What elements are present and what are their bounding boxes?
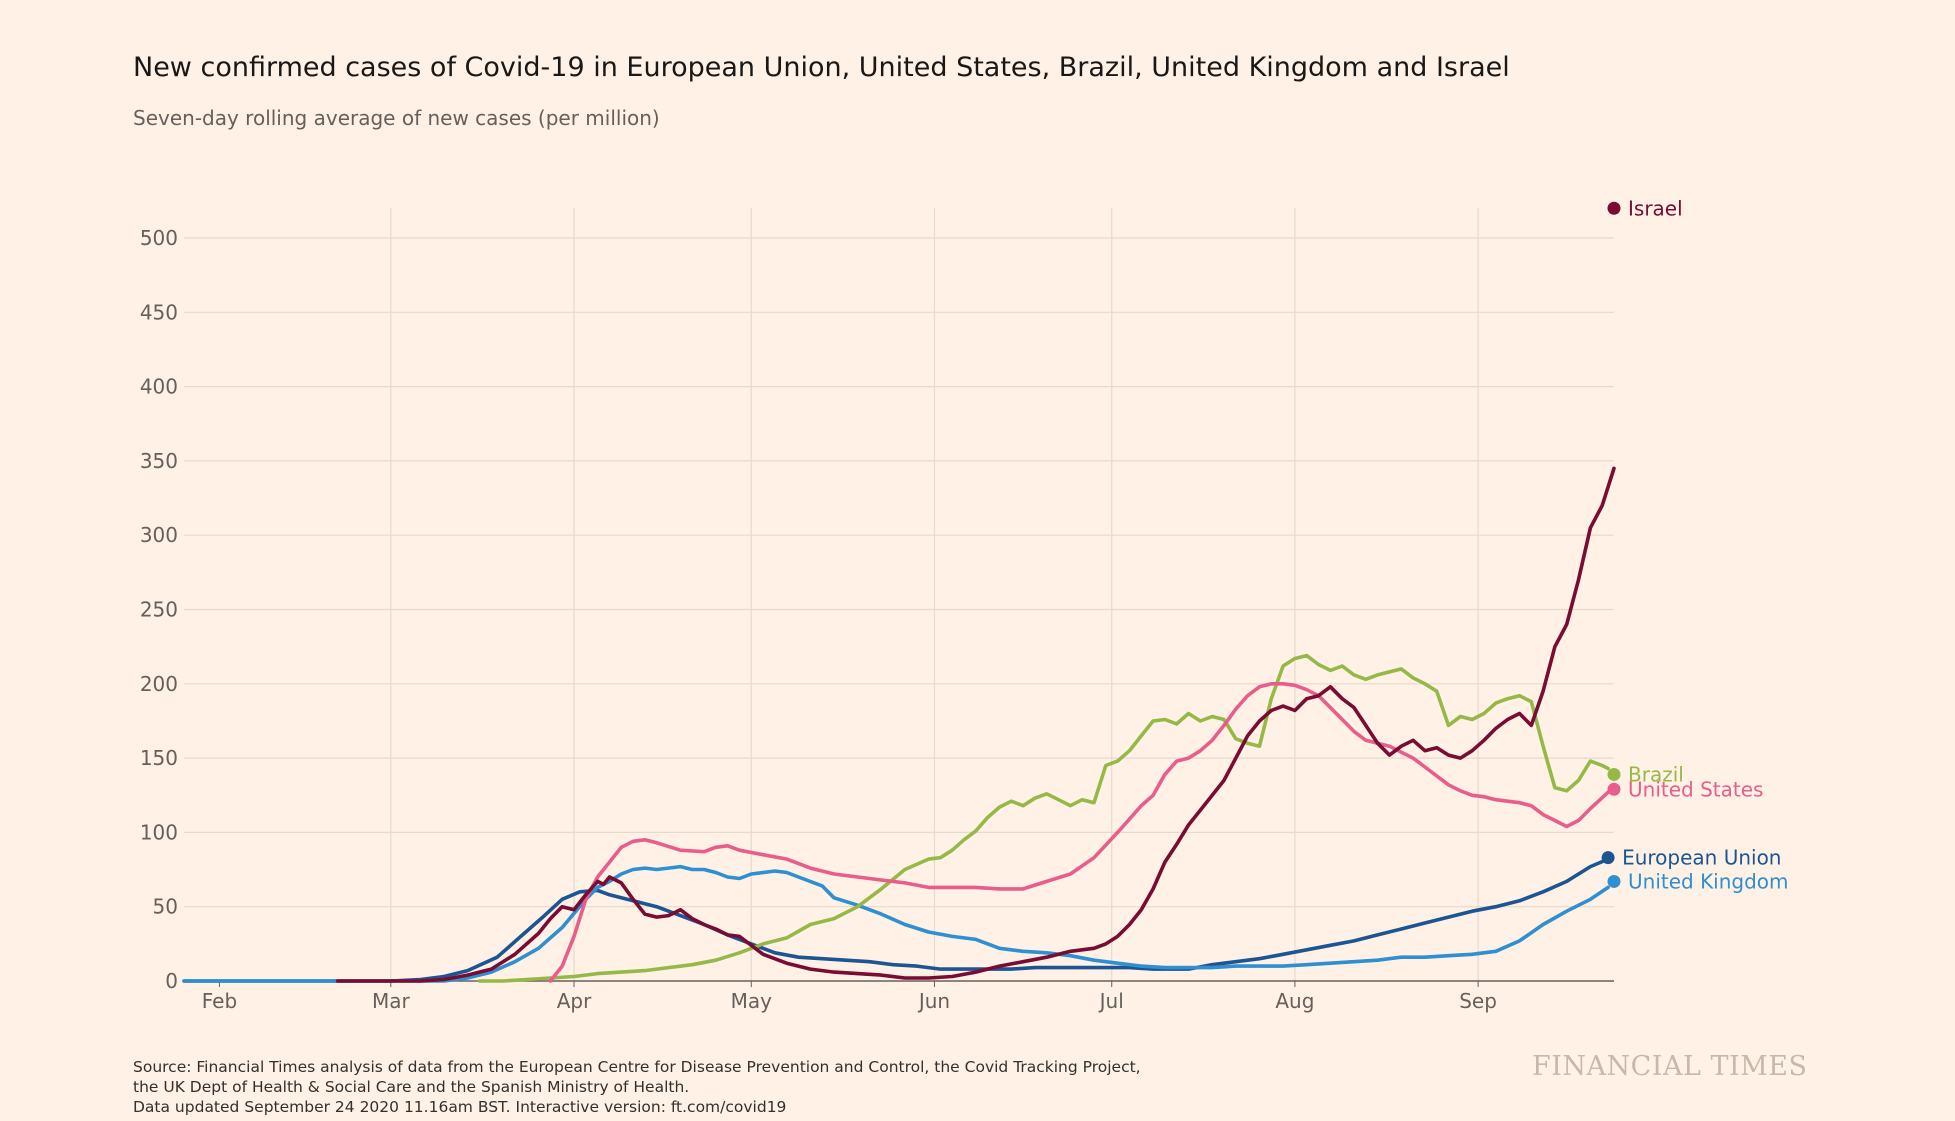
x-tick-label: Mar: [372, 989, 411, 1013]
y-tick-label: 250: [140, 598, 178, 622]
y-tick-label: 200: [140, 672, 178, 696]
x-tick-label: Aug: [1275, 989, 1314, 1013]
series-line-brazil: [477, 653, 1610, 983]
series-line-united-states: [548, 682, 1610, 983]
end-label-european-union: European Union: [1622, 846, 1781, 870]
financial-times-logo: FINANCIAL TIMES: [1532, 1051, 1808, 1082]
series-line-israel: [335, 466, 1616, 983]
end-dot-european-union: [1601, 851, 1615, 865]
x-tick-label: May: [731, 989, 773, 1013]
series-line-european-union: [182, 857, 1610, 983]
x-tick-label: Apr: [557, 989, 592, 1013]
end-dot-united-states: [1607, 782, 1621, 796]
grid: [184, 208, 1614, 981]
source-line-3: Data updated September 24 2020 11.16am B…: [133, 1098, 787, 1116]
y-tick-label: 300: [140, 523, 178, 547]
end-dot-israel: [1607, 201, 1621, 215]
end-label-brazil: Brazil: [1628, 762, 1684, 786]
source-line-1: Source: Financial Times analysis of data…: [133, 1058, 1141, 1076]
end-dot-united-kingdom: [1607, 874, 1621, 888]
source-note: Source: Financial Times analysis of data…: [133, 1057, 1233, 1117]
chart-subtitle: Seven-day rolling average of new cases (…: [133, 106, 660, 130]
chart-title: New confirmed cases of Covid-19 in Europ…: [133, 52, 1510, 83]
x-tick-label: Jul: [1098, 989, 1124, 1013]
end-dot-brazil: [1607, 767, 1621, 781]
end-label-israel: Israel: [1628, 196, 1683, 220]
y-tick-label: 350: [140, 449, 178, 473]
y-tick-label: 150: [140, 746, 178, 770]
x-tick-label: Sep: [1459, 989, 1497, 1013]
y-tick-label: 0: [165, 969, 178, 993]
y-tick-label: 100: [140, 820, 178, 844]
y-tick-label: 450: [140, 300, 178, 324]
end-label-united-states: United States: [1628, 777, 1763, 801]
x-tick-label: Jun: [917, 989, 950, 1013]
axes: 0 50 100 150 200 250 300 350 400 450 500 Feb Mar Apr M…: [140, 226, 1614, 1013]
series-lines: [182, 466, 1616, 983]
y-tick-label: 50: [153, 895, 178, 919]
y-tick-label: 500: [140, 226, 178, 250]
end-label-united-kingdom: United Kingdom: [1628, 869, 1789, 893]
source-line-2: the UK Dept of Health & Social Care and …: [133, 1078, 690, 1096]
x-tick-label: Feb: [202, 989, 237, 1013]
y-tick-label: 400: [140, 375, 178, 399]
